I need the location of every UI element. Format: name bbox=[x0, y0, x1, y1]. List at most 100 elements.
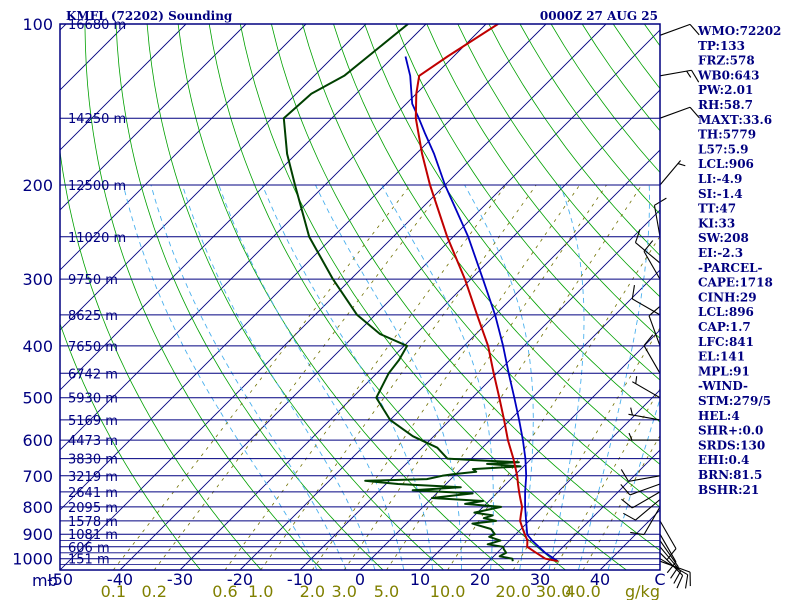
mixing-ratio-line bbox=[553, 388, 660, 570]
pressure-unit-label: mb bbox=[32, 571, 58, 590]
mixing-ratio-tick-labels: 0.1 0.2 0.6 1.0 2.0 3.0 5.0 10.0 20.0 30.040.0 bbox=[101, 582, 601, 600]
moist-adiabat-line bbox=[315, 184, 463, 570]
isobars bbox=[60, 23, 660, 571]
index-item: SI:-1.4 bbox=[698, 187, 743, 201]
temperature-tick-label: 20 bbox=[470, 570, 490, 589]
mixing-ratio-tick-label: 30.0 bbox=[536, 582, 572, 600]
moist-adiabat-line bbox=[218, 184, 405, 570]
index-item: WMO:72202 bbox=[697, 24, 781, 38]
mixing-ratio-tick-label: 0.1 bbox=[101, 582, 126, 600]
isotherm-line bbox=[0, 24, 6, 570]
temperature-tick-label: -30 bbox=[167, 570, 193, 589]
isotherm-line bbox=[60, 24, 547, 511]
index-item: -PARCEL- bbox=[698, 261, 763, 275]
sounding-profiles bbox=[282, 24, 559, 563]
pressure-tick-label: 100 bbox=[22, 15, 53, 34]
index-item: HEL:4 bbox=[698, 409, 740, 423]
mixing-ratio-tick-label: 20.0 bbox=[495, 582, 531, 600]
index-item: LCL:906 bbox=[698, 157, 754, 171]
pressure-tick-label: 1000 bbox=[12, 550, 53, 569]
isotherm-line bbox=[60, 24, 247, 211]
mixing-ratio-tick-label: 1.0 bbox=[248, 582, 273, 600]
mixing-ratio-line bbox=[311, 184, 581, 570]
mixing-ratio-line bbox=[386, 184, 643, 570]
pressure-tick-label: 200 bbox=[22, 176, 53, 195]
pressure-tick-label: 500 bbox=[22, 389, 53, 408]
index-item: -WIND- bbox=[698, 379, 748, 393]
wind-barb bbox=[659, 23, 700, 36]
wind-barb bbox=[659, 520, 677, 560]
index-item: MPL:91 bbox=[698, 364, 750, 378]
index-item: RH:58.7 bbox=[698, 98, 753, 112]
dewpoint-profile-line bbox=[282, 24, 522, 562]
index-item: BRN:81.5 bbox=[698, 468, 762, 482]
isotherm-line bbox=[60, 24, 607, 570]
height-label: 6742 m bbox=[68, 367, 118, 382]
parcel-trace-line bbox=[404, 56, 559, 562]
index-item: SRDS:130 bbox=[698, 438, 765, 452]
moist-adiabat-line bbox=[577, 184, 650, 570]
mixing-ratio-tick-label: 3.0 bbox=[331, 582, 356, 600]
wind-barb bbox=[621, 491, 661, 509]
plot-frame bbox=[59, 23, 661, 571]
moist-adiabat-line bbox=[150, 184, 347, 570]
height-label: 1081 m bbox=[68, 528, 118, 543]
temperature-tick-label: -50 bbox=[47, 570, 73, 589]
dry-adiabat-line bbox=[208, 24, 566, 570]
moist-adiabat-line bbox=[122, 184, 318, 570]
index-item: TP:133 bbox=[698, 39, 745, 53]
temperature-tick-label: 0 bbox=[355, 570, 365, 589]
index-item: SHR+:0.0 bbox=[698, 424, 763, 438]
wind-barb bbox=[620, 483, 661, 496]
dry-adiabat-line bbox=[457, 24, 660, 298]
temperature-tick-label: -10 bbox=[287, 570, 313, 589]
dry-adiabat-line bbox=[302, 24, 660, 508]
pressure-tick-label: 700 bbox=[22, 467, 53, 486]
dry-adiabat-line bbox=[395, 24, 660, 381]
height-label: 14250 m bbox=[68, 112, 126, 127]
height-label: 7650 m bbox=[68, 340, 118, 355]
height-label: 3830 m bbox=[68, 453, 118, 468]
wind-barb bbox=[620, 469, 661, 482]
moist-adiabat-line bbox=[261, 184, 434, 570]
index-item: FRZ:578 bbox=[698, 54, 755, 68]
moist-adiabat-line bbox=[464, 184, 534, 570]
wind-barb bbox=[643, 240, 661, 280]
dry-adiabat-line bbox=[60, 148, 262, 570]
mixing-ratio-tick-label: 40.0 bbox=[565, 582, 601, 600]
height-label: 16680 m bbox=[68, 18, 126, 33]
isotherm-line bbox=[60, 24, 307, 271]
height-label: 2095 m bbox=[68, 501, 118, 516]
height-label: 606 m bbox=[68, 541, 110, 556]
wind-barb bbox=[630, 506, 661, 536]
isotherm-line bbox=[479, 389, 660, 570]
index-item: BSHR:21 bbox=[698, 483, 759, 497]
isotherm-line bbox=[419, 329, 660, 570]
index-item: MAXT:33.6 bbox=[698, 113, 772, 127]
wind-barbs bbox=[620, 23, 700, 589]
mixing-ratio-tick-label: 0.6 bbox=[212, 582, 237, 600]
index-item: STM:279/5 bbox=[698, 394, 771, 408]
dry-adiabat-line bbox=[550, 24, 660, 174]
wind-barb bbox=[643, 334, 661, 374]
temperature-tick-label: C bbox=[654, 570, 665, 589]
mixing-ratio-line bbox=[260, 184, 537, 570]
pressure-tick-labels: 100 200 300 400 500 600 700 800 900 1000 bbox=[12, 15, 53, 569]
wind-barb bbox=[659, 160, 686, 186]
stability-indices-panel: WMO:72202TP:133FRZ:578WB0:643PW:2.01RH:5… bbox=[697, 24, 781, 497]
dry-adiabat-line bbox=[84, 24, 323, 570]
height-label: 5169 m bbox=[68, 414, 118, 429]
index-item: PW:2.01 bbox=[698, 83, 753, 97]
index-item: TT:47 bbox=[698, 202, 736, 216]
index-item: CINH:29 bbox=[698, 290, 757, 304]
wind-barb bbox=[632, 376, 661, 399]
pressure-tick-label: 900 bbox=[22, 525, 53, 544]
wind-barb bbox=[628, 407, 661, 421]
temperature-profile-line bbox=[414, 24, 558, 563]
index-item: EHI:0.4 bbox=[698, 453, 749, 467]
dry-adiabat-line bbox=[364, 24, 660, 423]
height-label: 2641 m bbox=[68, 486, 118, 501]
background-grid bbox=[0, 24, 660, 570]
index-item: KI:33 bbox=[698, 216, 735, 230]
